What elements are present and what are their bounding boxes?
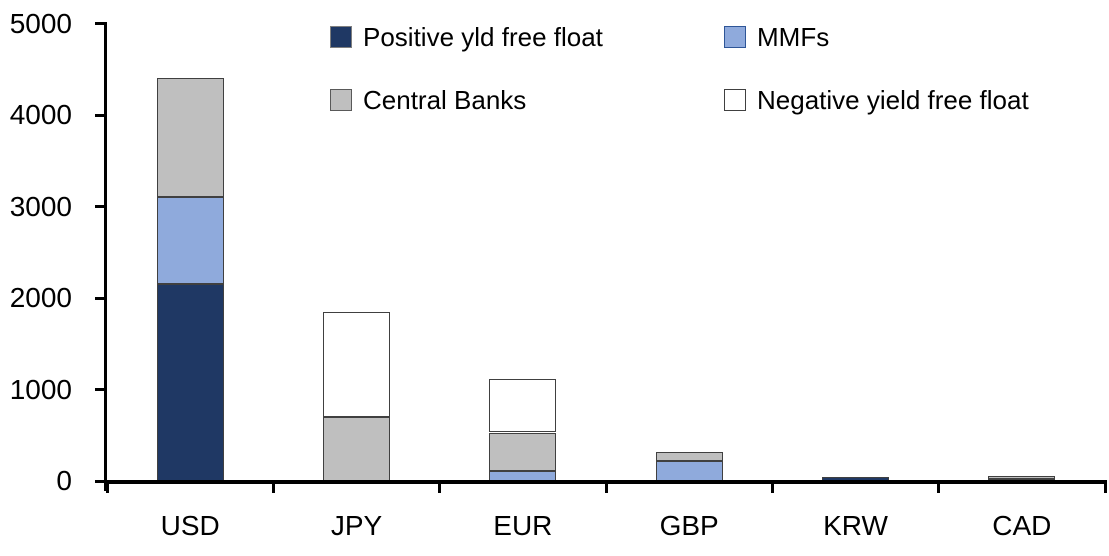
y-tick-label: 0 xyxy=(56,465,72,496)
y-axis-tick xyxy=(95,113,107,117)
legend-swatch-mmfs xyxy=(724,26,746,48)
bar-segment-usd xyxy=(156,284,224,481)
y-axis-tick xyxy=(95,479,107,483)
y-axis-line xyxy=(104,22,107,491)
x-category-label-krw: KRW xyxy=(823,510,888,541)
x-axis-tick xyxy=(271,479,275,493)
bar-segment-jpy xyxy=(323,311,390,417)
y-axis-tick xyxy=(95,388,107,391)
legend-item-central-banks: Central Banks xyxy=(330,85,527,115)
bar-segment-eur xyxy=(489,432,557,471)
x-axis-tick xyxy=(105,479,109,493)
legend-swatch-positive-yld-free-float xyxy=(330,26,352,48)
x-category-label-cad: CAD xyxy=(992,510,1052,541)
x-axis-tick xyxy=(770,479,774,493)
y-axis-tick xyxy=(95,205,107,208)
x-category-label-gbp: GBP xyxy=(659,510,719,541)
x-category-label-usd: USD xyxy=(160,510,220,541)
legend-label-negative-yield-free-float: Negative yield free float xyxy=(757,85,1029,115)
y-tick-label: 2000 xyxy=(9,282,72,313)
bar-segment-gbp xyxy=(655,452,723,462)
y-axis-tick xyxy=(95,296,107,300)
bar-segment-usd xyxy=(156,78,224,198)
x-axis-tick xyxy=(1103,479,1107,493)
bar-segment-usd xyxy=(156,197,224,285)
x-category-label-eur: EUR xyxy=(493,510,553,541)
bar-segment-cad xyxy=(988,475,1056,479)
y-tick-label: 4000 xyxy=(9,99,72,130)
legend-label-positive-yld-free-float: Positive yld free float xyxy=(363,22,603,52)
legend-label-mmfs: MMFs xyxy=(757,22,830,52)
legend-swatch-negative-yield-free-float xyxy=(724,89,746,111)
x-axis-tick xyxy=(438,479,442,493)
bar-segment-eur xyxy=(489,379,557,433)
y-axis-tick xyxy=(95,22,107,25)
legend-item-mmfs: MMFs xyxy=(724,22,830,52)
y-tick-label: 3000 xyxy=(9,190,72,222)
legend-item-positive-yld-free-float: Positive yld free float xyxy=(330,22,603,52)
legend-item-negative-yield-free-float: Negative yield free float xyxy=(724,85,1029,115)
x-category-label-jpy: JPY xyxy=(330,510,383,541)
y-tick-label: 5000 xyxy=(9,7,72,39)
y-tick-label: 1000 xyxy=(9,373,72,405)
x-axis-tick xyxy=(937,479,941,493)
bar-segment-gbp xyxy=(655,461,723,481)
bar-segment-jpy xyxy=(323,416,390,481)
x-axis-tick xyxy=(604,479,608,493)
legend-label-central-banks: Central Banks xyxy=(363,85,527,115)
legend-swatch-central-banks xyxy=(330,89,352,111)
